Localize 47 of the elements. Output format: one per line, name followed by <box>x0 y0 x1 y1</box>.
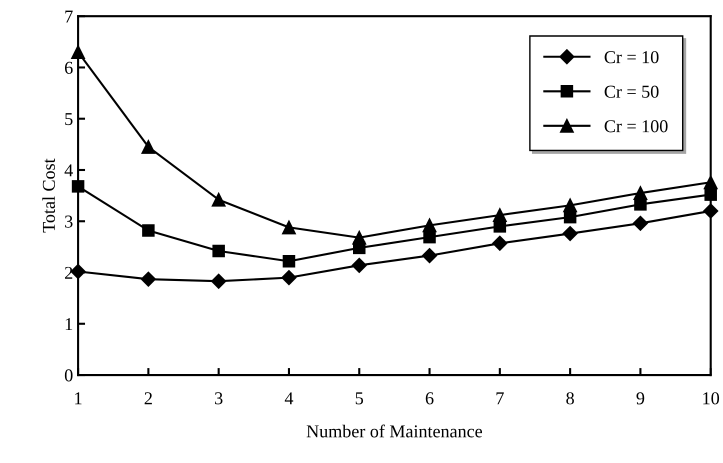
y-tick-label: 3 <box>65 216 73 228</box>
point <box>72 180 84 193</box>
x-tick-label: 5 <box>356 392 364 404</box>
x-tick-label: 2 <box>144 392 152 404</box>
point <box>71 45 86 60</box>
x-tick-label: 8 <box>566 392 574 404</box>
legend-label: Cr = 100 <box>604 120 668 132</box>
legend-label: Cr = 10 <box>604 51 659 64</box>
point <box>492 208 507 222</box>
y-tick-label: 4 <box>64 164 73 176</box>
point <box>563 198 578 212</box>
point <box>141 140 156 154</box>
point <box>422 218 436 232</box>
point <box>140 272 156 287</box>
point <box>352 258 367 273</box>
point <box>282 220 296 234</box>
point <box>281 270 297 286</box>
point <box>703 203 718 219</box>
x-tick-label: 6 <box>426 392 434 404</box>
x-tick-label: 4 <box>284 392 294 404</box>
point <box>212 244 225 258</box>
point <box>212 192 226 207</box>
point <box>562 226 578 242</box>
x-tick-label: 1 <box>75 392 82 404</box>
x-tick-label: 7 <box>496 392 504 404</box>
y-axis-title: Total Cost <box>42 158 55 233</box>
point <box>633 186 648 200</box>
point <box>704 175 718 190</box>
y-tick-label: 6 <box>64 62 73 74</box>
y-tick-label: 1 <box>66 318 72 330</box>
point <box>632 216 648 231</box>
point <box>211 274 226 289</box>
x-tick-label: 10 <box>703 392 720 404</box>
y-tick-label: 0 <box>64 369 73 382</box>
point <box>142 224 155 237</box>
point <box>422 248 438 264</box>
point <box>282 254 296 268</box>
point <box>704 188 717 201</box>
point <box>352 230 366 245</box>
y-tick-label: 5 <box>65 113 73 126</box>
x-axis-title: Number of Maintenance <box>306 424 482 438</box>
x-tick-label: 3 <box>215 392 222 404</box>
legend-label: Cr = 50 <box>604 86 659 98</box>
y-tick-label: 7 <box>65 10 73 22</box>
point <box>492 236 508 251</box>
x-tick-label: 9 <box>636 392 644 404</box>
y-tick-label: 2 <box>64 266 72 279</box>
